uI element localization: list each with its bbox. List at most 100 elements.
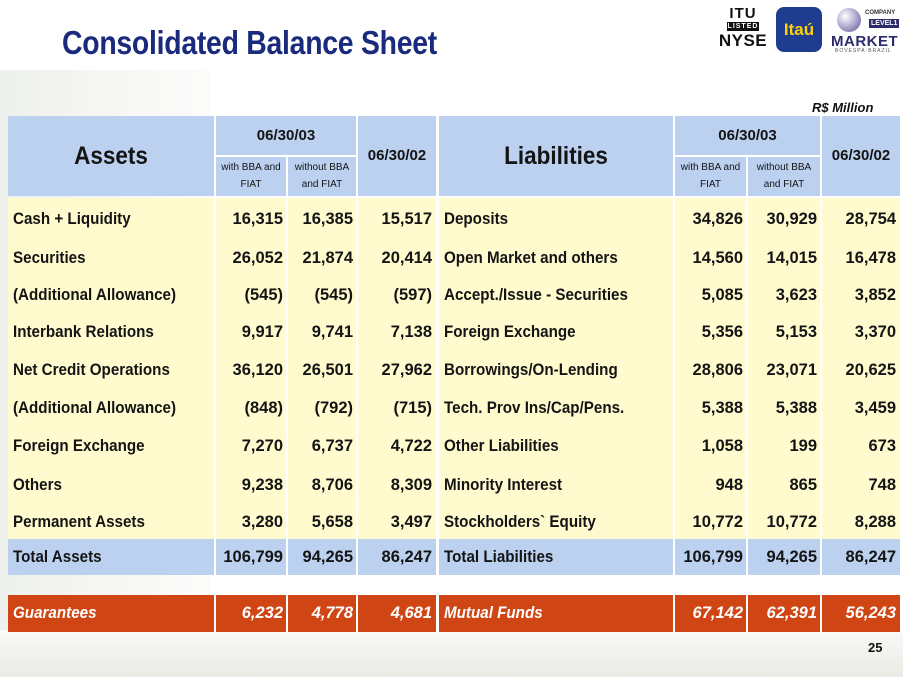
logo-market-text: MARKET (831, 33, 899, 50)
liabilities-row-label: Minority Interest (444, 476, 563, 494)
liabilities-row-value-prior: 16,478 (845, 249, 896, 267)
liabilities-row-label: Tech. Prov Ins/Cap/Pens. (444, 399, 625, 417)
liabilities-total-without-cell (748, 539, 820, 575)
logo-bovespa-text: BOVESPA·BRAZIL (835, 48, 892, 54)
assets-with-column (216, 198, 286, 540)
assets-date-prior-cell (358, 116, 436, 196)
assets-total-label-cell (8, 539, 214, 575)
background-decoration-bottom (0, 630, 903, 677)
nyse-logo: ITU LISTED NYSE (717, 6, 769, 54)
assets-total-value-without: 94,265 (302, 548, 353, 566)
assets-total-with-cell (216, 539, 286, 575)
liabilities-row-value-without: 30,929 (766, 210, 817, 228)
assets-row-value-without: 6,737 (311, 437, 353, 455)
liabilities-date-current-cell (675, 116, 820, 155)
assets-row-value-prior: 7,138 (390, 323, 432, 341)
logo-group: ITU LISTED NYSE Itaú COMPANY LEVEL1 MARK… (717, 6, 900, 56)
liabilities-row-value-without: 23,071 (766, 361, 817, 379)
mutual-funds-value-without: 62,391 (766, 604, 817, 622)
liabilities-sub-without-line1: without BBA (756, 162, 812, 173)
assets-row-label: (Additional Allowance) (13, 286, 177, 304)
guarantees-value-without: 4,778 (311, 604, 353, 622)
guarantees-label-cell (8, 595, 214, 632)
liabilities-date-prior-cell (822, 116, 900, 196)
liabilities-row-value-without: 199 (789, 437, 817, 455)
liabilities-total-value-with: 106,799 (683, 548, 743, 566)
globe-icon (837, 8, 861, 32)
liabilities-row-value-prior: 20,625 (845, 361, 896, 379)
liabilities-row-value-without: 5,153 (775, 323, 817, 341)
assets-row-label: Securities (13, 249, 86, 267)
assets-row-label: Interbank Relations (13, 323, 154, 341)
liabilities-row-value-without: 5,388 (775, 399, 817, 417)
liabilities-with-column (675, 198, 746, 540)
assets-sub-with-line1: with BBA and (221, 162, 281, 173)
assets-total-value-with: 106,799 (223, 548, 283, 566)
logo-company-text: COMPANY (865, 10, 896, 16)
liabilities-row-value-prior: 3,370 (854, 323, 896, 341)
liabilities-row-value-with: 14,560 (692, 249, 743, 267)
liabilities-header: Liabilities (504, 142, 608, 170)
assets-row-label: Cash + Liquidity (13, 210, 131, 228)
liabilities-row-value-with: 5,085 (701, 286, 743, 304)
assets-row-value-with: 16,315 (232, 210, 283, 228)
liabilities-sub-without-line2: and FIAT (763, 179, 805, 190)
assets-row-value-without: 26,501 (302, 361, 353, 379)
liabilities-label-column (439, 198, 673, 540)
nyse-logo-listed: LISTED (727, 22, 759, 31)
assets-row-value-with: (848) (244, 399, 283, 417)
assets-sub-without-line1: without BBA (294, 162, 350, 173)
assets-sub-with-cell (216, 157, 286, 196)
liabilities-total-with-cell (675, 539, 746, 575)
assets-row-value-with: 9,238 (241, 476, 283, 494)
assets-row-value-without: 5,658 (311, 513, 353, 531)
liabilities-row-value-with: 1,058 (701, 437, 743, 455)
liabilities-sub-with-cell (675, 157, 746, 196)
logo-level-text: LEVEL1 (869, 19, 900, 28)
liabilities-sub-without-cell (748, 157, 820, 196)
liabilities-row-value-with: 5,388 (701, 399, 743, 417)
assets-row-value-without: (545) (314, 286, 353, 304)
liabilities-sub-with-line2: FIAT (700, 179, 721, 190)
liabilities-date-prior: 06/30/02 (831, 147, 891, 164)
guarantees-without-cell (288, 595, 356, 632)
liabilities-row-value-with: 5,356 (701, 323, 743, 341)
nyse-logo-ticker: ITU (729, 5, 757, 22)
assets-row-value-with: 26,052 (232, 249, 283, 267)
assets-row-value-without: (792) (314, 399, 353, 417)
liabilities-sub-with-line1: with BBA and (680, 162, 741, 173)
assets-total-prior-cell (358, 539, 436, 575)
assets-row-value-with: 7,270 (241, 437, 283, 455)
assets-row-label: Net Credit Operations (13, 361, 170, 379)
liabilities-prior-column (822, 198, 900, 540)
assets-total-value-prior: 86,247 (381, 548, 432, 566)
liabilities-row-label: Open Market and others (444, 249, 618, 267)
assets-row-value-without: 21,874 (302, 249, 353, 267)
assets-header: Assets (74, 142, 148, 170)
liabilities-row-label: Other Liabilities (444, 437, 559, 455)
assets-row-value-with: 36,120 (232, 361, 283, 379)
assets-without-column (288, 198, 356, 540)
assets-row-value-prior: 15,517 (381, 210, 432, 228)
liabilities-row-value-without: 865 (789, 476, 817, 494)
guarantees-prior-cell (358, 595, 436, 632)
liabilities-row-value-with: 10,772 (692, 513, 743, 531)
liabilities-total-label-cell (439, 539, 673, 575)
assets-date-current: 06/30/03 (256, 127, 316, 144)
assets-row-value-prior: (597) (393, 286, 432, 304)
assets-row-value-with: 3,280 (241, 513, 283, 531)
assets-row-value-prior: 3,497 (390, 513, 432, 531)
assets-row-label: Foreign Exchange (13, 437, 145, 455)
assets-total-without-cell (288, 539, 356, 575)
assets-row-label: Permanent Assets (13, 513, 145, 531)
mutual-funds-value-with: 67,142 (692, 604, 743, 622)
assets-row-value-prior: 20,414 (381, 249, 432, 267)
assets-prior-column (358, 198, 436, 540)
liabilities-row-value-with: 34,826 (692, 210, 743, 228)
page-number: 25 (868, 640, 883, 655)
liabilities-row-label: Deposits (444, 210, 509, 228)
liabilities-row-value-prior: 28,754 (845, 210, 896, 228)
liabilities-total-label: Total Liabilities (444, 548, 554, 566)
liabilities-row-label: Stockholders` Equity (444, 513, 596, 531)
bovespa-level1-logo: COMPANY LEVEL1 MARKET BOVESPA·BRAZIL (829, 6, 900, 56)
